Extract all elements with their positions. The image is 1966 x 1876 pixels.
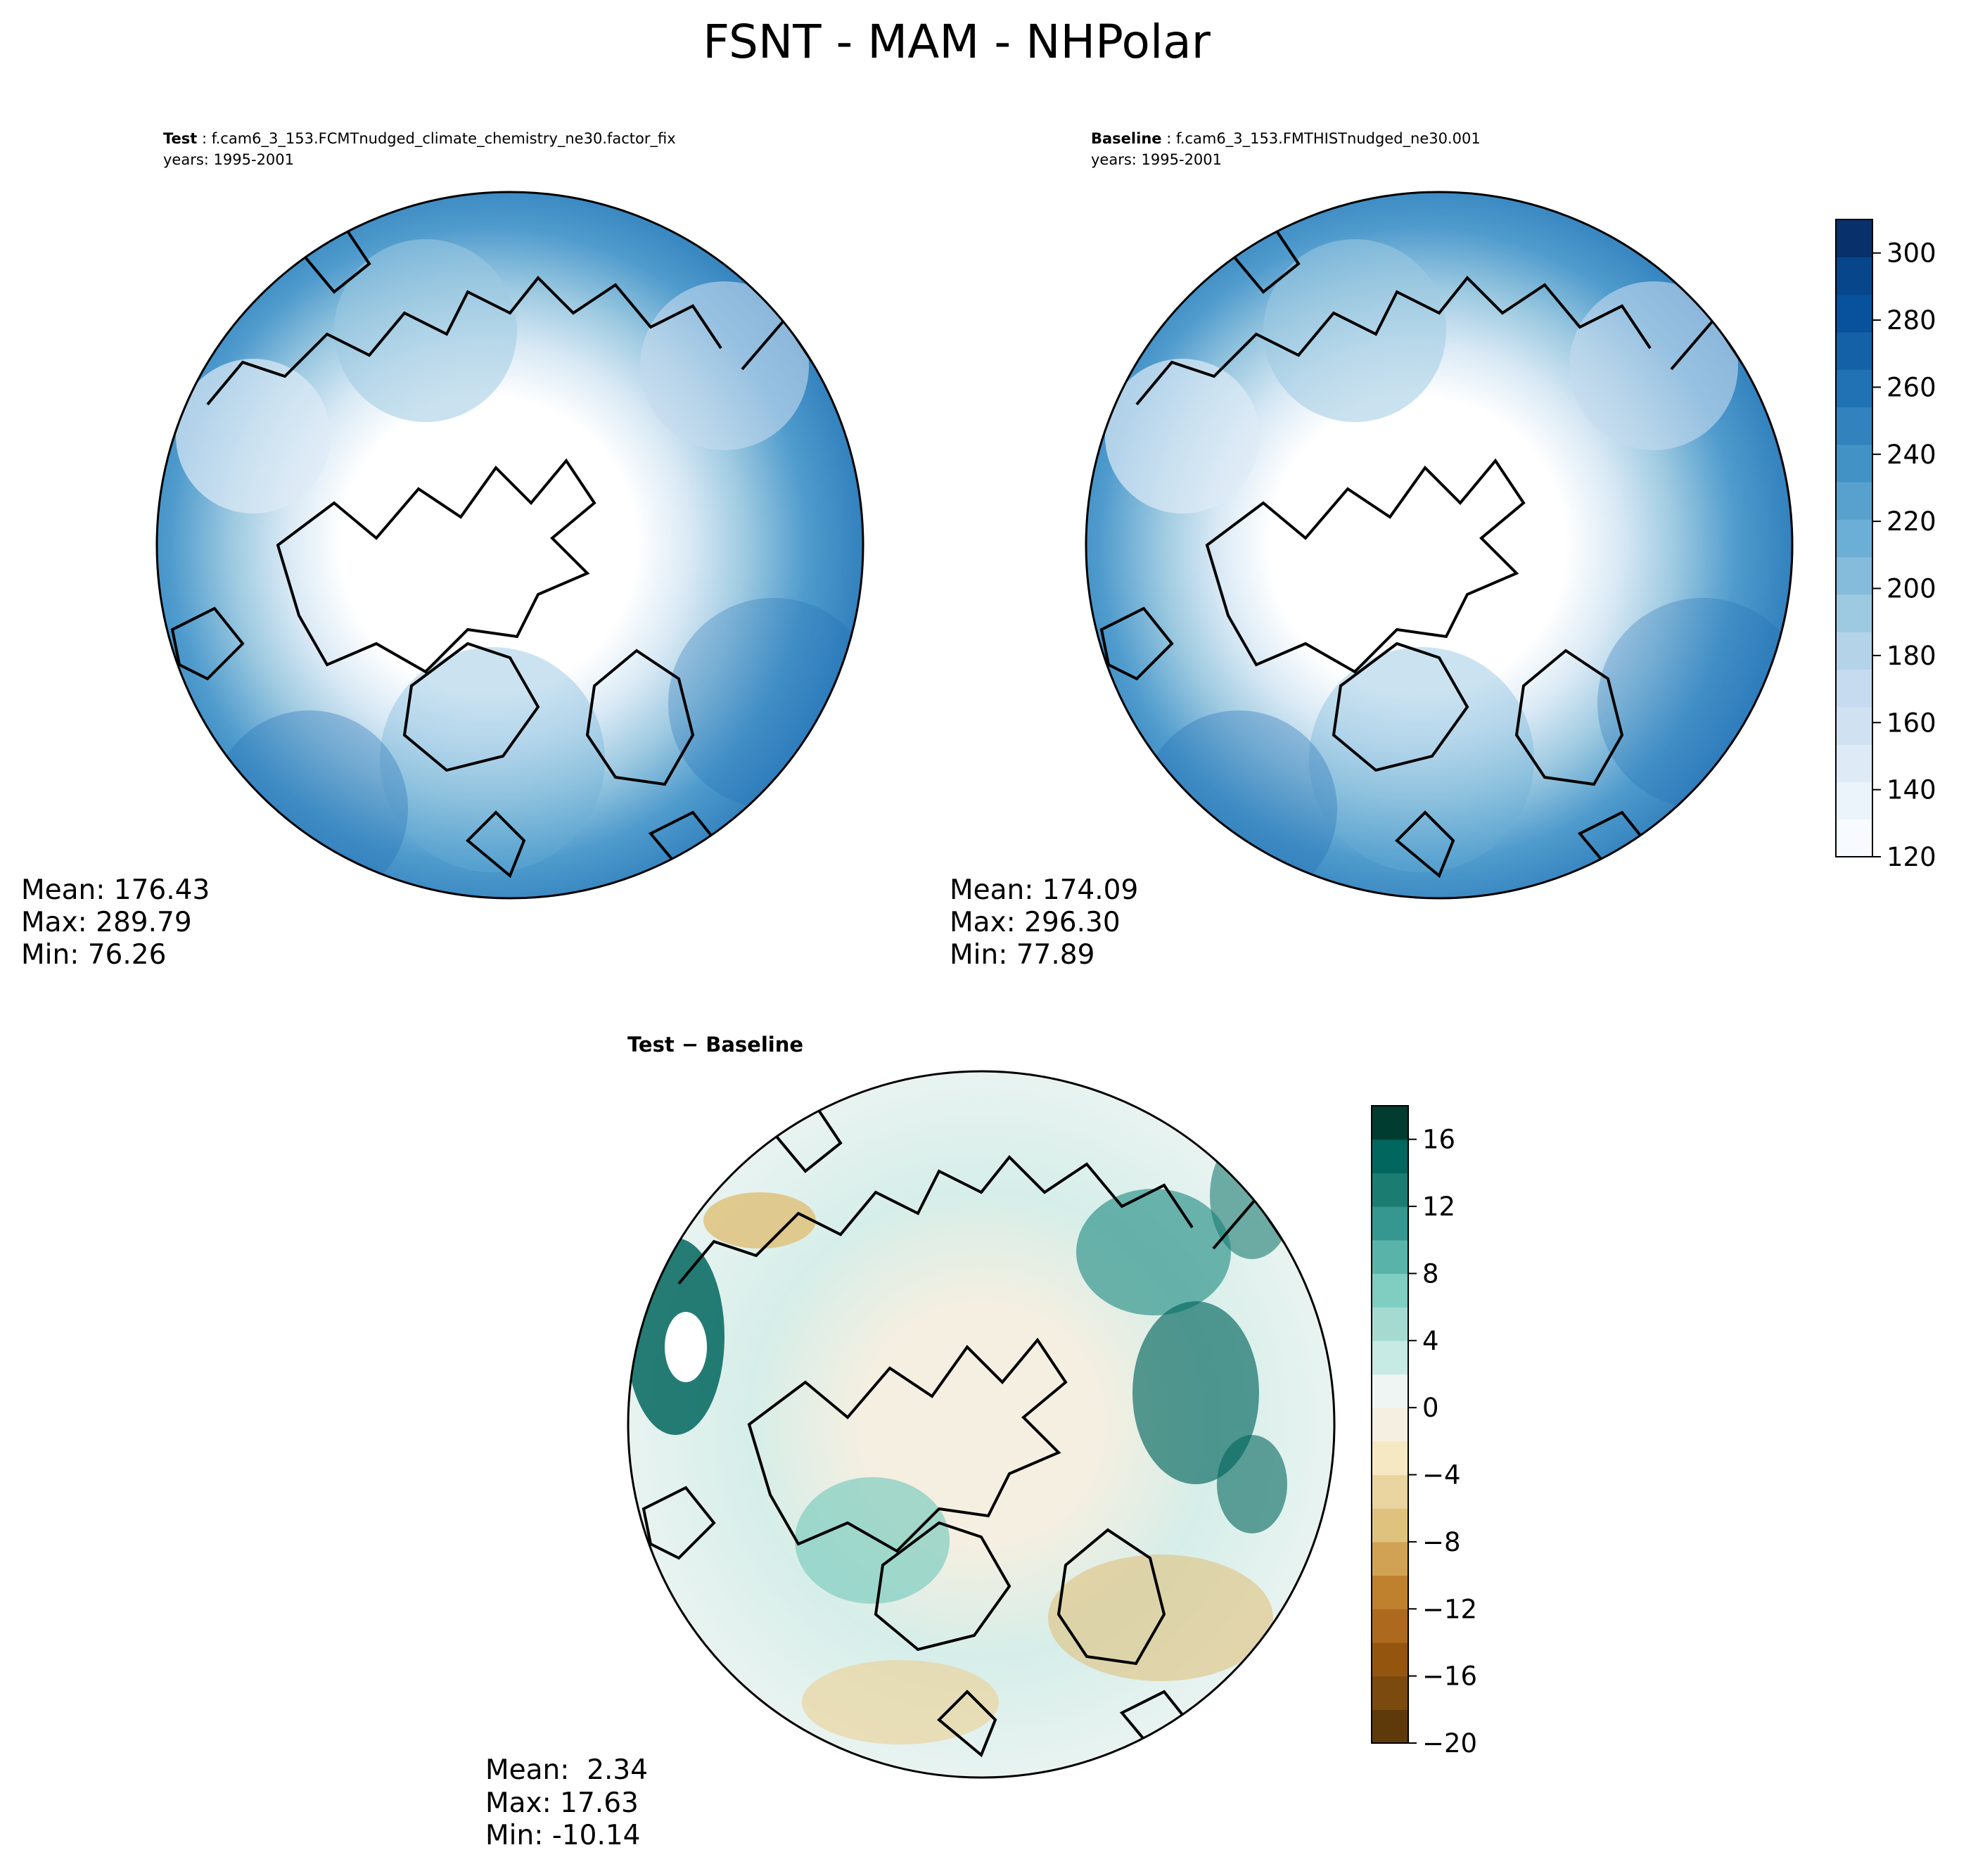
diff-colorbar-color-bin (1372, 1307, 1408, 1341)
main-colorbar-color-bin (1836, 519, 1872, 558)
diff-colorbar-tick-label: −20 (1422, 1728, 1477, 1759)
diff-mean: Mean: 2.34 (485, 1754, 648, 1786)
main-colorbar-color-bin (1836, 669, 1872, 708)
main-colorbar-color-bin (1836, 819, 1872, 857)
test-case-name: f.cam6_3_153.FCMTnudged_climate_chemistr… (212, 130, 676, 148)
diff-colorbar-color-bin (1372, 1273, 1408, 1308)
diff-colorbar-color-bin (1372, 1106, 1408, 1140)
diff-colorbar-tick-label: −8 (1422, 1527, 1461, 1557)
diff-colorbar-color-bin (1372, 1374, 1408, 1408)
main-colorbar-tick-label: 120 (1887, 842, 1936, 872)
test-panel: Test : f.cam6_3_153.FCMTnudged_climate_c… (21, 130, 864, 971)
test-label: Test (163, 130, 197, 147)
diff-colorbar-color-bin (1372, 1709, 1408, 1744)
baseline-years: years: 1995-2001 (1091, 151, 1222, 168)
diff-map (628, 1071, 1334, 1778)
diff-colorbar-color-bin (1372, 1575, 1408, 1609)
figure-title: FSNT - MAM - NHPolar (703, 15, 1211, 69)
main-colorbar-color-bin (1836, 444, 1872, 483)
diff-colorbar-tick-label: 16 (1422, 1125, 1455, 1155)
main-colorbar-color-bin (1836, 781, 1872, 820)
diff-colorbar-color-bin (1372, 1239, 1408, 1275)
diff-map-border (627, 1070, 1336, 1779)
main-colorbar-color-bin (1836, 257, 1872, 295)
diff-colorbar-color-bin (1372, 1642, 1408, 1677)
main-colorbar: 120 140 160 180 200 220 240 260 280 300 (1835, 219, 1936, 872)
test-mean: Mean: 176.43 (21, 874, 210, 906)
main-colorbar-color-bin (1836, 407, 1872, 445)
diff-colorbar: −20 −16 −12 −8 −4 0 4 8 12 16 (1371, 1105, 1477, 1759)
diff-colorbar-color-bin (1372, 1508, 1408, 1543)
main-colorbar-color-bin (1836, 294, 1872, 333)
diff-colorbar-color-bin (1372, 1408, 1408, 1442)
main-colorbar-tick-label: 160 (1887, 708, 1936, 738)
test-years: years: 1995-2001 (163, 151, 294, 168)
baseline-map-border (1085, 191, 1794, 900)
main-colorbar-color-bin (1836, 744, 1872, 783)
main-colorbar-color-bin (1836, 219, 1872, 257)
diff-colorbar-color-bin (1372, 1474, 1408, 1509)
diff-colorbar-color-bin (1372, 1609, 1408, 1643)
baseline-label: Baseline (1091, 130, 1162, 147)
diff-colorbar-color-bin (1372, 1541, 1408, 1576)
diff-max: Max: 17.63 (485, 1787, 639, 1819)
main-colorbar-tick-label: 180 (1887, 641, 1936, 671)
baseline-case-line: Baseline : f.cam6_3_153.FMTHISTnudged_ne… (1091, 130, 1481, 148)
main-colorbar-tick-label: 260 (1887, 372, 1936, 402)
diff-colorbar-color-bin (1372, 1173, 1408, 1207)
main-colorbar-frame (1835, 219, 1873, 857)
main-colorbar-color-bin (1836, 632, 1872, 670)
diff-colorbar-color-bin (1372, 1441, 1408, 1476)
diff-colorbar-color-bin (1372, 1676, 1408, 1710)
diff-min: Min: -10.14 (485, 1820, 640, 1851)
diff-colorbar-color-bin (1372, 1206, 1408, 1241)
baseline-mean: Mean: 174.09 (950, 874, 1138, 906)
diff-colorbar-tick-label: −12 (1422, 1594, 1477, 1624)
diff-colorbar-frame (1371, 1105, 1409, 1744)
diff-colorbar-tick-label: 0 (1422, 1393, 1439, 1423)
main-colorbar-color-bin (1836, 482, 1872, 520)
main-colorbar-color-bin (1836, 706, 1872, 745)
test-case-line: Test : f.cam6_3_153.FCMTnudged_climate_c… (163, 130, 676, 148)
diff-colorbar-color-bin (1372, 1139, 1408, 1173)
baseline-case-name: f.cam6_3_153.FMTHISTnudged_ne30.001 (1176, 130, 1481, 148)
diff-colorbar-tick-label: −16 (1422, 1661, 1477, 1692)
test-max: Max: 289.79 (21, 907, 192, 938)
baseline-max: Max: 296.30 (950, 907, 1121, 938)
main-colorbar-color-bin (1836, 331, 1872, 370)
diff-colorbar-tick-label: 4 (1422, 1326, 1439, 1356)
diff-colorbar-tick-label: 12 (1422, 1192, 1455, 1222)
test-map-border (155, 191, 864, 900)
main-colorbar-tick-label: 220 (1887, 506, 1936, 537)
main-colorbar-color-bin (1836, 369, 1872, 408)
main-colorbar-tick-label: 300 (1887, 238, 1936, 269)
main-colorbar-tick-label: 240 (1887, 440, 1936, 470)
diff-panel: Test − Baseline Mean: 2.34 Max: 17.63 Mi… (485, 1033, 1336, 1851)
main-colorbar-color-bin (1836, 594, 1872, 632)
main-colorbar-color-bin (1836, 556, 1872, 595)
diff-title: Test − Baseline (627, 1033, 803, 1057)
main-colorbar-tick-label: 280 (1887, 305, 1936, 336)
diff-colorbar-tick-label: 8 (1422, 1258, 1439, 1289)
test-map (157, 192, 863, 898)
baseline-panel: Baseline : f.cam6_3_153.FMTHISTnudged_ne… (950, 130, 1794, 971)
main-colorbar-tick-label: 140 (1887, 775, 1936, 805)
diff-colorbar-color-bin (1372, 1340, 1408, 1375)
test-min: Min: 76.26 (21, 939, 166, 971)
baseline-min: Min: 77.89 (950, 939, 1094, 971)
main-colorbar-tick-label: 200 (1887, 574, 1936, 604)
diff-colorbar-tick-label: −4 (1422, 1460, 1461, 1491)
